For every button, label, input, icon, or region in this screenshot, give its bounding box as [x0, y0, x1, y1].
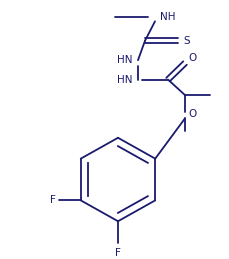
Text: HN: HN — [117, 55, 132, 65]
Text: O: O — [187, 110, 195, 119]
Text: S: S — [182, 36, 189, 46]
Text: HN: HN — [117, 75, 132, 85]
Text: F: F — [114, 248, 120, 258]
Text: F: F — [50, 195, 55, 205]
Text: NH: NH — [159, 12, 175, 23]
Text: O: O — [187, 53, 195, 63]
